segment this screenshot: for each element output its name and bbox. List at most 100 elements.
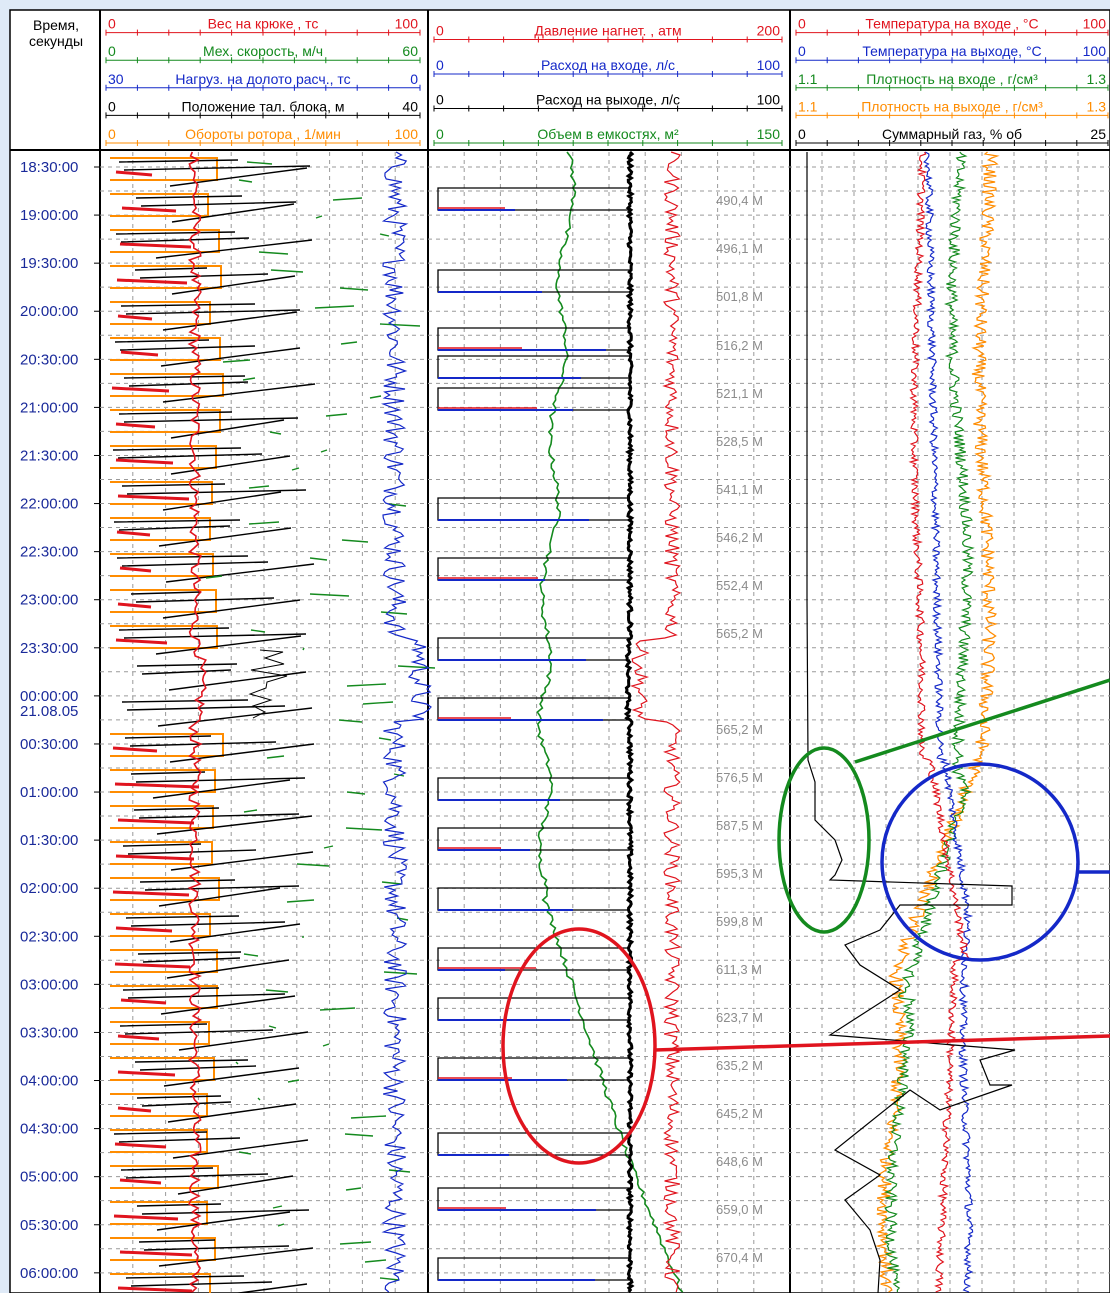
header-range-min: 1.1 bbox=[798, 98, 818, 114]
time-label: 00:30:00 bbox=[20, 736, 78, 753]
header-curve-name: Температура на входе , °С bbox=[865, 16, 1038, 32]
header-range-max: 100 bbox=[395, 126, 419, 142]
depth-label: 645,2 М bbox=[716, 1106, 763, 1121]
tank-volume-highlight bbox=[501, 927, 657, 1165]
depth-label: 521,1 М bbox=[716, 386, 763, 401]
depth-label: 541,1 М bbox=[716, 482, 763, 497]
date-label: 21.08.05 bbox=[20, 703, 78, 720]
time-label: 01:30:00 bbox=[20, 832, 78, 849]
time-label: 02:30:00 bbox=[20, 928, 78, 945]
panel-mud bbox=[806, 151, 1016, 1293]
header-range-min: 0 bbox=[436, 92, 444, 108]
time-label: 20:30:00 bbox=[20, 351, 78, 368]
header-range-max: 100 bbox=[1083, 16, 1107, 32]
time-label: 21:00:00 bbox=[20, 399, 78, 416]
time-label: 23:30:00 bbox=[20, 640, 78, 657]
time-label: 03:30:00 bbox=[20, 1024, 78, 1041]
tank-volume-curve bbox=[536, 151, 684, 1293]
header-range-min: 0 bbox=[798, 43, 806, 59]
depth-label: 659,0 М bbox=[716, 1202, 763, 1217]
gas-callout bbox=[854, 678, 1110, 764]
depth-label: 565,2 М bbox=[716, 722, 763, 737]
header-curve-name: Положение тал. блока, м bbox=[182, 98, 345, 114]
depth-label: 623,7 М bbox=[716, 1010, 763, 1025]
header-range-min: 0 bbox=[108, 98, 116, 114]
time-label: 22:30:00 bbox=[20, 544, 78, 561]
tank-volume-callout bbox=[654, 1034, 1110, 1052]
depth-label: 576,5 М bbox=[716, 770, 763, 785]
time-label: 00:00:00 bbox=[20, 688, 78, 705]
pump-pressure-curve bbox=[630, 151, 682, 1293]
header-range-max: 100 bbox=[395, 16, 419, 32]
depth-label: 611,3 М bbox=[716, 962, 762, 977]
wob-curve bbox=[381, 151, 432, 1293]
time-label: 02:00:00 bbox=[20, 880, 78, 897]
header-range-max: 100 bbox=[757, 92, 781, 108]
density-highlight bbox=[880, 762, 1080, 962]
depth-label: 599,8 М bbox=[716, 914, 763, 929]
header-curve: 0 Температура на выходе, °С 100 bbox=[795, 43, 1109, 64]
header-range-max: 200 bbox=[757, 23, 781, 39]
depth-label: 496,1 М bbox=[716, 241, 763, 256]
header-curve: 0 Положение тал. блока, м 40 bbox=[105, 98, 421, 119]
gas-highlight bbox=[777, 746, 871, 934]
header-range-min: 0 bbox=[108, 126, 116, 142]
header-range-min: 0 bbox=[436, 23, 444, 39]
header-range-min: 0 bbox=[108, 43, 116, 59]
time-header-text: Время, bbox=[33, 17, 79, 33]
rop-curve bbox=[205, 161, 436, 1281]
outflow-curve bbox=[623, 150, 635, 1293]
header-curve-name: Расход на выходе, л/с bbox=[536, 92, 680, 108]
rotor-rpm-curve bbox=[110, 157, 224, 1293]
total-gas-curve bbox=[806, 152, 1016, 1293]
depth-label: 587,5 М bbox=[716, 818, 763, 833]
header-curve: 0 Обороты ротора , 1/мин 100 bbox=[105, 126, 421, 146]
header-range-max: 100 bbox=[757, 57, 781, 73]
depth-label: 546,2 М bbox=[716, 530, 763, 545]
header-range-min: 0 bbox=[436, 126, 444, 142]
header-range-min: 0 bbox=[436, 57, 444, 73]
time-label: 04:00:00 bbox=[20, 1073, 78, 1090]
time-label: 06:00:00 bbox=[20, 1265, 78, 1282]
depth-label: 501,8 М bbox=[716, 289, 763, 304]
header-range-min: 0 bbox=[798, 16, 806, 32]
header-curve-name: Суммарный газ, % об bbox=[882, 126, 1022, 142]
header-range-min: 30 bbox=[108, 71, 124, 87]
header-curve-name: Плотность на входе , г/см³ bbox=[866, 71, 1038, 87]
hook-weight-bursts bbox=[111, 170, 200, 1293]
time-label: 19:30:00 bbox=[20, 255, 78, 272]
depth-label: 552,4 М bbox=[716, 578, 763, 593]
header-curve: 30 Нагруз. на долото расч., тс 0 bbox=[105, 71, 421, 91]
panel-hydraulics: 490,4 М 496,1 М 501,8 М 516,2 М 521,1 М 528,5… bbox=[437, 150, 763, 1293]
header-range-max: 60 bbox=[402, 43, 418, 59]
header-range-max: 25 bbox=[1090, 126, 1106, 142]
header-range-max: 1.3 bbox=[1087, 98, 1107, 114]
connection-outflow-steps bbox=[437, 187, 630, 1281]
time-axis: 18:30:00 19:00:00 19:30:00 20:00:00 20:30:00… bbox=[20, 159, 100, 1282]
annotations bbox=[501, 678, 1110, 1165]
header-curve: 0 Вес на крюке , тс 100 bbox=[105, 16, 421, 36]
header-curve: 1.1 Плотность на входе , г/см³ 1.3 bbox=[795, 71, 1109, 91]
depth-label: 516,2 М bbox=[716, 338, 763, 353]
panel-mechanics bbox=[110, 151, 436, 1293]
header-range-max: 100 bbox=[1083, 43, 1107, 59]
depth-label: 670,4 М bbox=[716, 1250, 763, 1265]
header-range-max: 40 bbox=[402, 98, 418, 114]
grid bbox=[100, 152, 1110, 1293]
header-curve: 0 Объем в емкостях, м² 150 bbox=[433, 126, 783, 146]
header-curve: 0 Суммарный газ, % об 25 bbox=[795, 126, 1109, 146]
header-curve-name: Расход на входе, л/с bbox=[541, 57, 675, 73]
time-label: 20:00:00 bbox=[20, 303, 78, 320]
time-header-text: секунды bbox=[29, 33, 83, 49]
header-curve: 0 Расход на выходе, л/с 100 bbox=[433, 92, 783, 112]
depth-label: 490,4 М bbox=[716, 193, 763, 208]
time-label: 01:00:00 bbox=[20, 784, 78, 801]
header-curve-name: Вес на крюке , тс bbox=[208, 16, 319, 32]
header-range-max: 150 bbox=[757, 126, 781, 142]
header-range-min: 0 bbox=[798, 126, 806, 142]
header-range-max: 1.3 bbox=[1087, 71, 1107, 87]
header-curve-name: Обороты ротора , 1/мин bbox=[185, 126, 341, 142]
header-range-max: 0 bbox=[410, 71, 418, 87]
time-label: 04:30:00 bbox=[20, 1121, 78, 1138]
time-label: 05:30:00 bbox=[20, 1217, 78, 1234]
